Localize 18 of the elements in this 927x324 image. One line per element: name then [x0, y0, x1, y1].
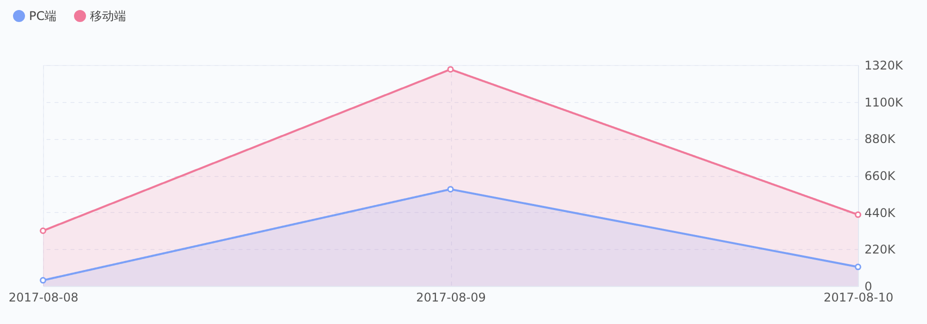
point — [854, 211, 862, 218]
x-tick-label: 2017-08-10 — [824, 290, 894, 304]
y-tick-label: 440K — [864, 206, 896, 220]
y-tick-label: 220K — [864, 242, 896, 257]
y-tick-label: 1320K — [864, 58, 904, 72]
point — [447, 186, 454, 192]
x-tick-label: 2017-08-08 — [8, 290, 78, 304]
y-tick-label: 880K — [864, 132, 896, 146]
point — [854, 264, 862, 270]
point — [40, 228, 46, 234]
y-tick-label: 660K — [864, 169, 896, 183]
y-tick-label: 1100K — [864, 95, 904, 110]
x-tick-label: 2017-08-09 — [416, 290, 486, 304]
y-tick-label: 0 — [864, 280, 872, 294]
legend-label: PC端 — [29, 9, 57, 23]
point — [40, 277, 46, 284]
legend-label: 移动端 — [90, 9, 126, 23]
point — [447, 66, 454, 73]
